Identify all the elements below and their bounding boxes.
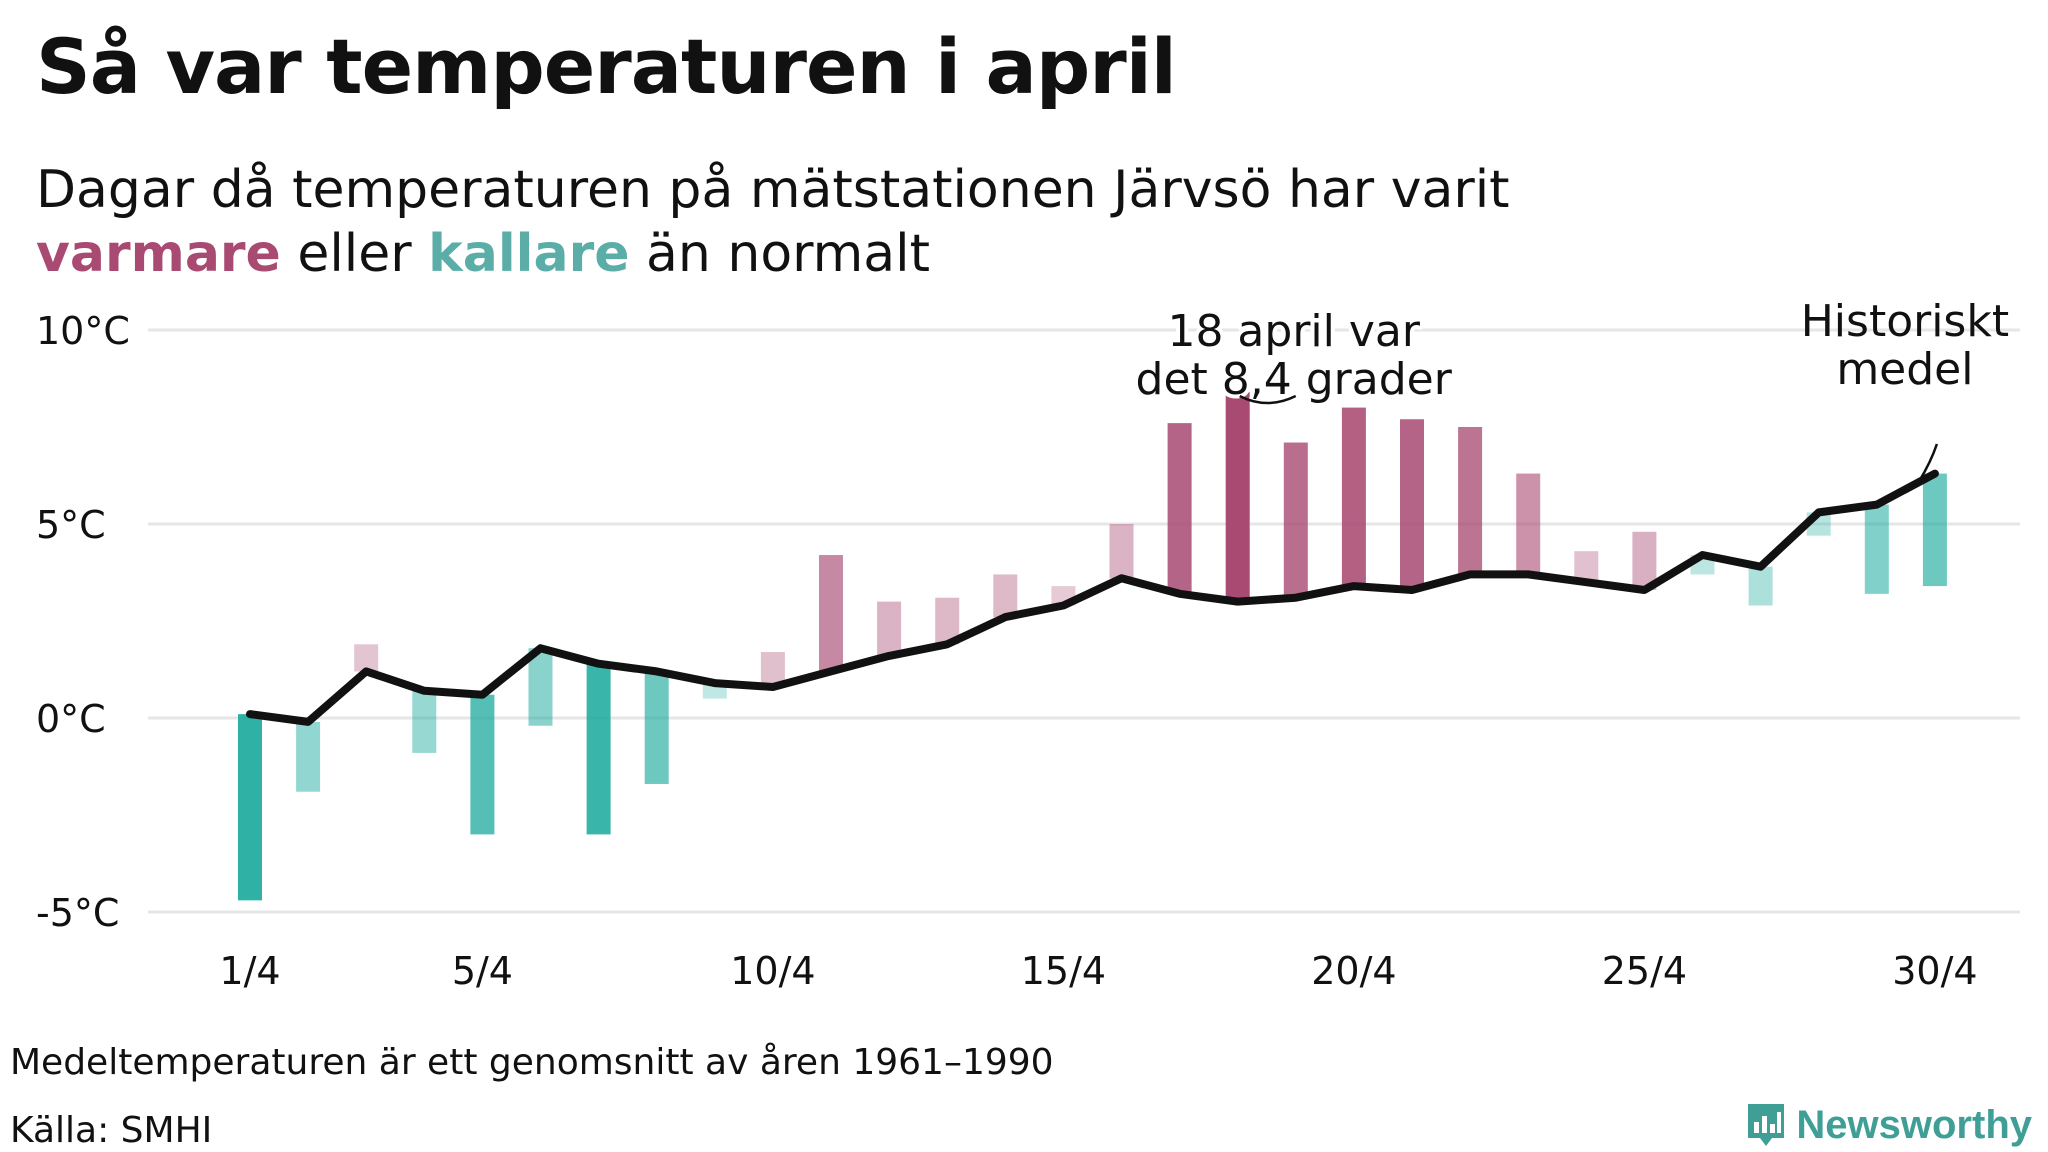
- bar-day-5: [470, 694, 495, 835]
- page-title: Så var temperaturen i april: [36, 22, 1177, 111]
- annotation-max-day-line: 18 april var: [1167, 306, 1420, 357]
- subtitle-line-1: Dagar då temperaturen på mätstationen Jä…: [36, 160, 1510, 220]
- x-tick-label: 25/4: [1602, 949, 1687, 993]
- bar-day-20: [1341, 407, 1366, 587]
- x-tick-label: 30/4: [1892, 949, 1977, 993]
- x-tick-label: 10/4: [730, 949, 815, 993]
- annotation-max-day-text: 18 april var det 8,4 grader: [1136, 306, 1453, 405]
- grid-lines: [148, 328, 2020, 914]
- chart-subtitle: Dagar då temperaturen på mätstationen Jä…: [36, 158, 1510, 286]
- annotation-average-text: Historiskt medel: [1801, 296, 2009, 395]
- bar-day-2: [296, 721, 321, 792]
- bar-day-6: [528, 648, 553, 726]
- y-axis-ticks: 10°C 5°C 0°C -5°C: [36, 309, 130, 935]
- source-note: Källa: SMHI: [10, 1110, 213, 1151]
- subtitle-end: än normalt: [646, 224, 930, 284]
- historical-average-line: [246, 469, 1939, 726]
- bar-day-4: [412, 690, 437, 753]
- subtitle-line-2: varmare eller kallare än normalt: [36, 222, 1510, 286]
- bar-day-27: [1748, 566, 1773, 606]
- cold-word: kallare: [428, 224, 630, 284]
- bar-day-8: [644, 671, 669, 784]
- temperature-bars: [238, 392, 1947, 901]
- y-tick-label: 10°C: [36, 309, 130, 353]
- historical-average-path: [246, 469, 1939, 726]
- x-tick-label: 20/4: [1311, 949, 1396, 993]
- subtitle-middle: eller: [297, 224, 412, 284]
- bar-day-21: [1400, 419, 1424, 590]
- annotation-max-day-line: det 8,4 grader: [1136, 354, 1453, 405]
- annotations: 18 april var det 8,4 grader Historiskt mede…: [1132, 296, 2009, 483]
- footnote: Medeltemperaturen är ett genomsnitt av å…: [10, 1042, 1054, 1083]
- bar-day-25: [1632, 531, 1657, 590]
- y-tick-label: -5°C: [36, 891, 119, 935]
- bar-day-7: [586, 663, 611, 835]
- y-tick-label: 0°C: [36, 697, 106, 741]
- annotation-average-line: Historiskt: [1801, 296, 2009, 347]
- bar-day-1: [238, 714, 262, 901]
- x-axis-ticks: 1/4 5/4 10/4 15/4 20/4 25/4 30/4: [219, 949, 1977, 993]
- brand[interactable]: Newsworthy: [1746, 1102, 2032, 1148]
- bar-day-16: [1109, 524, 1134, 579]
- bar-day-24: [1574, 551, 1599, 583]
- bar-day-19: [1283, 442, 1308, 598]
- bar-day-29: [1864, 504, 1889, 594]
- bar-day-17: [1167, 423, 1192, 594]
- x-tick-label: 1/4: [219, 949, 280, 993]
- bar-day-11: [819, 555, 843, 672]
- warm-word: varmare: [36, 224, 281, 284]
- y-tick-label: 5°C: [36, 503, 106, 547]
- bar-day-22: [1458, 427, 1483, 575]
- newsworthy-logo-icon: [1748, 1104, 1785, 1146]
- x-tick-label: 15/4: [1021, 949, 1106, 993]
- annotation-max-day-pointer: [1239, 394, 1297, 405]
- x-tick-label: 5/4: [452, 949, 513, 993]
- bar-day-3: [354, 644, 379, 672]
- bar-day-18: [1225, 392, 1250, 602]
- brand-name: Newsworthy: [1796, 1102, 2032, 1147]
- bar-day-14: [993, 574, 1018, 618]
- annotation-average-line: medel: [1836, 344, 1973, 395]
- bar-day-12: [877, 601, 902, 656]
- bar-day-30: [1922, 473, 1947, 587]
- annotation-average-pointer: [1917, 443, 1939, 483]
- bar-day-23: [1516, 473, 1541, 575]
